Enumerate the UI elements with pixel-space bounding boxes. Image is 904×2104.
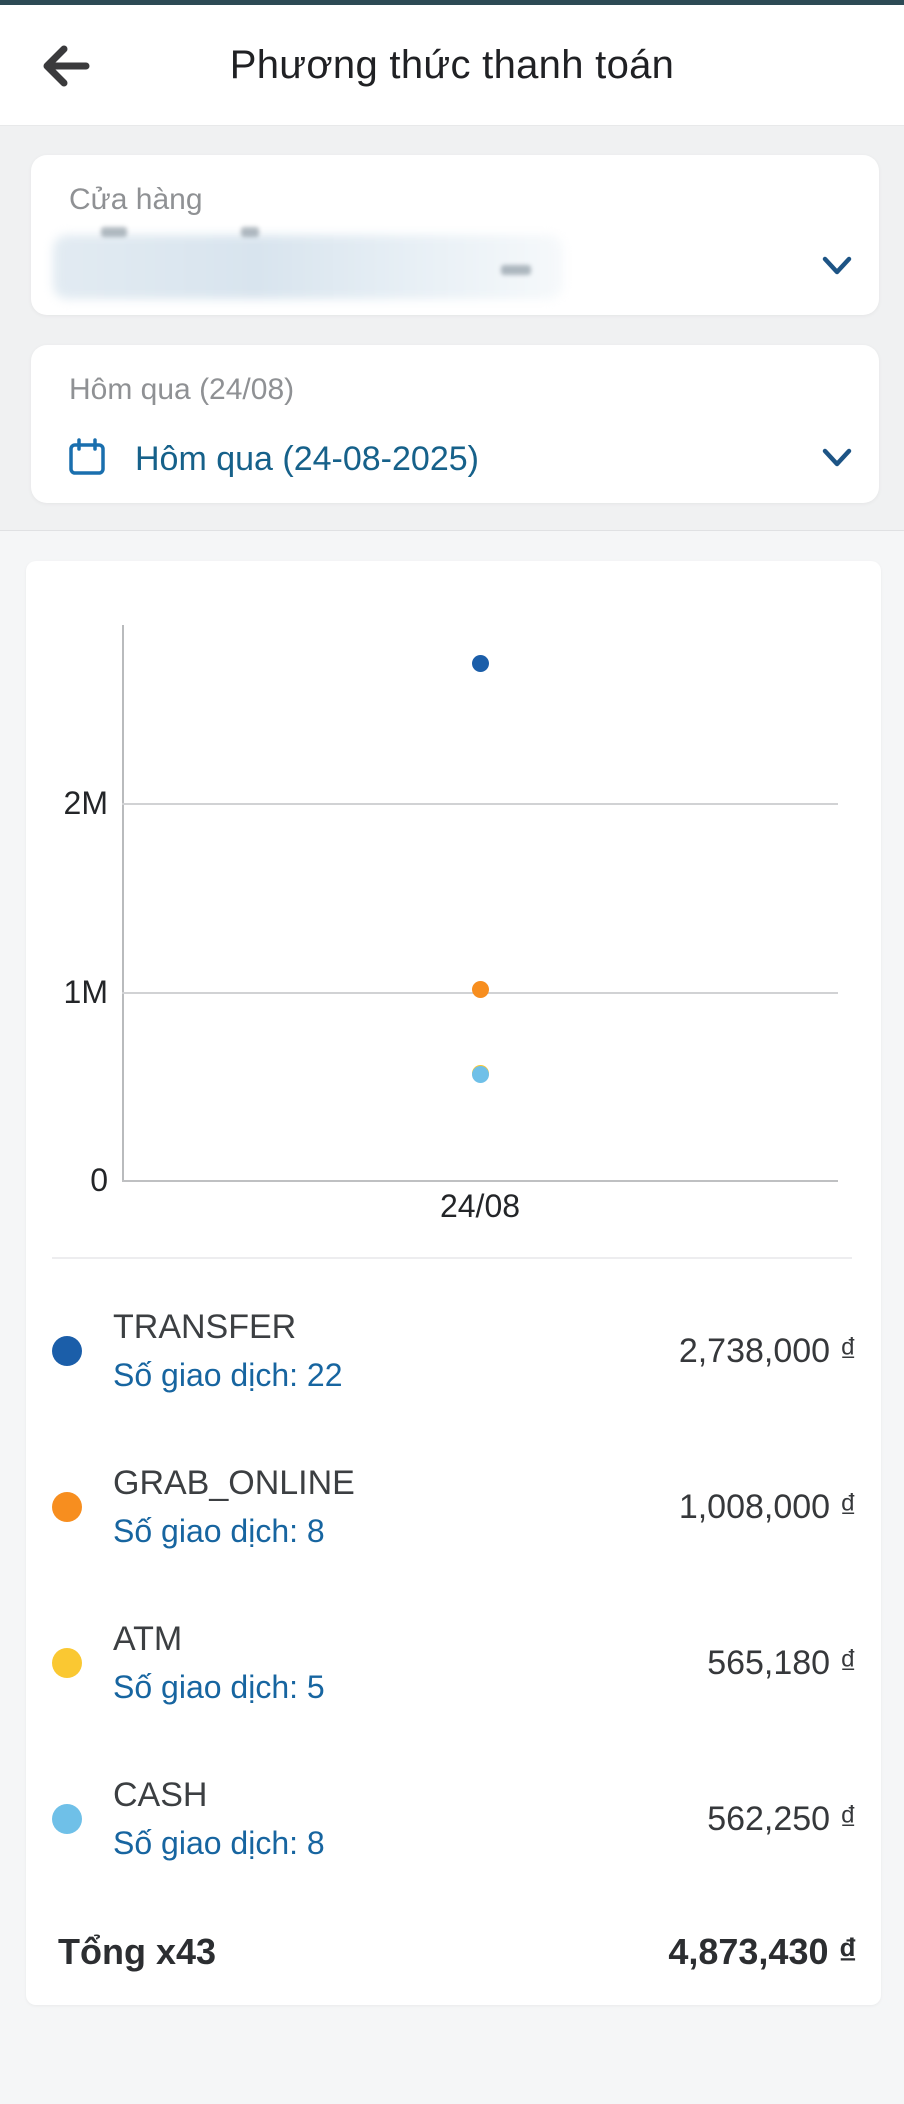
legend-row-grab-online: GRAB_ONLINE Số giao dịch: 8 1,008,000 ₫	[26, 1429, 881, 1585]
chart-plot: 2M 1M 0 24/08	[26, 561, 881, 1261]
date-value: Hôm qua (24-08-2025)	[135, 440, 479, 478]
chart-point-cash[interactable]	[471, 1065, 489, 1083]
series-color-dot	[52, 1804, 82, 1834]
currency-symbol: ₫	[839, 1487, 857, 1526]
series-amount: 565,180 ₫	[707, 1643, 857, 1682]
gridline-0	[122, 1180, 838, 1182]
currency-symbol: ₫	[839, 1331, 857, 1370]
y-tick-0: 0	[90, 1162, 108, 1198]
store-value-redacted	[53, 235, 563, 299]
chart-y-axis	[122, 625, 124, 1182]
payment-methods-card: 2M 1M 0 24/08 TRANSFER Số giao dịch: 22 …	[26, 561, 881, 2005]
legend-divider	[52, 1257, 852, 1259]
filter-section: Cửa hàng Hôm qua (24/08) Hôm qua (24-08-…	[0, 126, 904, 531]
currency-symbol: ₫	[838, 1930, 857, 1972]
chart-point-grab_online[interactable]	[471, 981, 489, 999]
transaction-count: Số giao dịch: 8	[113, 1825, 325, 1861]
transaction-count: Số giao dịch: 8	[113, 1513, 325, 1549]
series-name: TRANSFER	[113, 1308, 297, 1346]
date-selector[interactable]: Hôm qua (24/08) Hôm qua (24-08-2025)	[31, 345, 879, 503]
page-title: Phương thức thanh toán	[229, 42, 675, 87]
status-bar	[0, 0, 904, 5]
series-color-dot	[52, 1648, 82, 1678]
gridline-2m	[122, 803, 838, 805]
store-label: Cửa hàng	[69, 183, 203, 216]
currency-symbol: ₫	[839, 1799, 857, 1838]
series-name: ATM	[113, 1620, 183, 1658]
chart-point-transfer[interactable]	[471, 655, 489, 673]
total-row: Tổng x43 4,873,430 ₫	[26, 1898, 881, 2005]
series-color-dot	[52, 1492, 82, 1522]
y-tick-1m: 1M	[63, 974, 108, 1010]
series-color-dot	[52, 1336, 82, 1366]
y-tick-2m: 2M	[63, 785, 108, 821]
series-amount: 2,738,000 ₫	[678, 1331, 857, 1370]
arrow-left-icon	[39, 43, 93, 92]
store-selector[interactable]: Cửa hàng	[31, 155, 879, 315]
chevron-down-icon[interactable]	[821, 255, 853, 282]
app-header: Phương thức thanh toán	[0, 5, 904, 126]
transaction-count: Số giao dịch: 5	[113, 1669, 325, 1705]
total-amount: 4,873,430 ₫	[668, 1930, 857, 1972]
date-value-row[interactable]: Hôm qua (24-08-2025)	[67, 437, 479, 482]
back-button[interactable]	[34, 37, 98, 97]
series-name: GRAB_ONLINE	[113, 1464, 355, 1502]
transaction-count: Số giao dịch: 22	[113, 1357, 343, 1393]
legend-row-cash: CASH Số giao dịch: 8 562,250 ₫	[26, 1741, 881, 1897]
legend-row-atm: ATM Số giao dịch: 5 565,180 ₫	[26, 1585, 881, 1741]
series-name: CASH	[113, 1776, 208, 1814]
series-amount: 562,250 ₫	[707, 1799, 857, 1838]
date-label: Hôm qua (24/08)	[69, 373, 295, 406]
x-tick-date: 24/08	[439, 1188, 521, 1224]
legend-row-transfer: TRANSFER Số giao dịch: 22 2,738,000 ₫	[26, 1273, 881, 1429]
total-label: Tổng x43	[58, 1930, 217, 1972]
currency-symbol: ₫	[839, 1643, 857, 1682]
payment-methods-legend: TRANSFER Số giao dịch: 22 2,738,000 ₫ GR…	[26, 1273, 881, 1897]
calendar-icon	[67, 437, 107, 482]
chevron-down-icon[interactable]	[821, 447, 853, 474]
series-amount: 1,008,000 ₫	[678, 1487, 857, 1526]
